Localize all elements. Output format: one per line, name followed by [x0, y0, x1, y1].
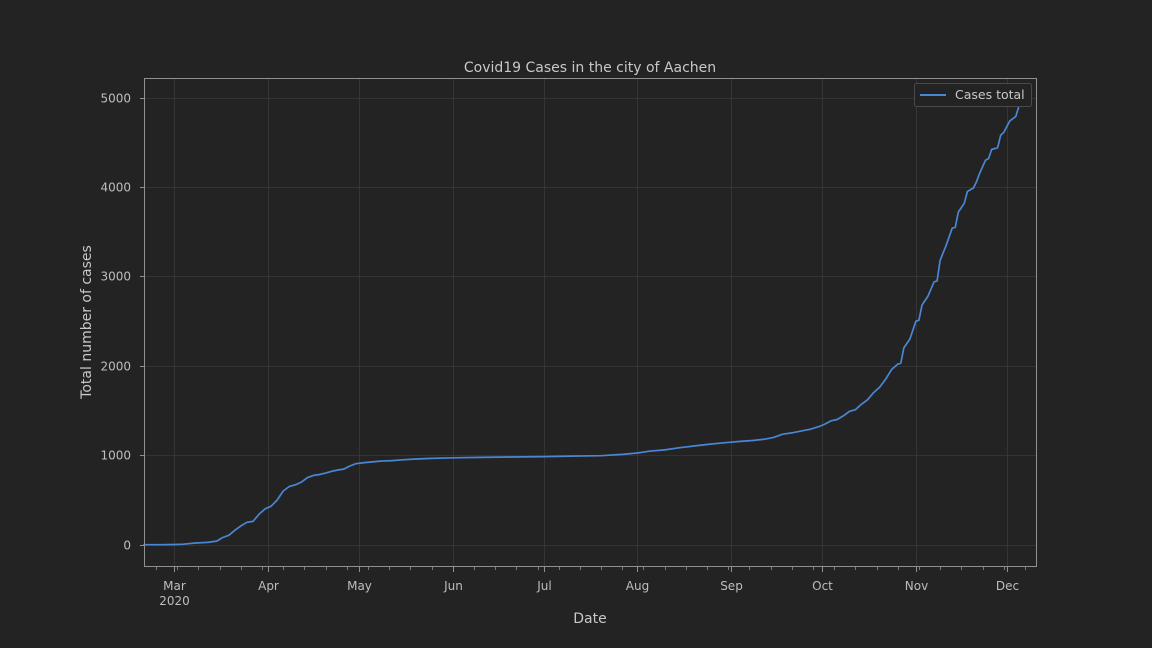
x-tick-label-jul: Jul — [536, 579, 551, 593]
x-tick-label-may: May — [347, 579, 372, 593]
x-tick-label-mar: Mar — [163, 579, 186, 593]
x-tick-sublabel-mar: 2020 — [159, 594, 190, 608]
x-axis-label: Date — [573, 611, 606, 627]
y-tick-label-2000: 2000 — [100, 360, 131, 374]
x-tick-label-jun: Jun — [443, 579, 463, 593]
y-tick-label-1000: 1000 — [100, 449, 131, 463]
y-tick-label-0: 0 — [123, 539, 131, 553]
y-tick-label-5000: 5000 — [100, 92, 131, 106]
y-tick-label-3000: 3000 — [100, 270, 131, 284]
x-tick-label-dec: Dec — [996, 579, 1019, 593]
plot-frame — [144, 78, 1037, 567]
legend-label-cases-total: Cases total — [955, 87, 1025, 102]
y-tick-label-4000: 4000 — [100, 181, 131, 195]
series-layer — [143, 92, 1032, 546]
grid — [144, 78, 1037, 567]
x-tick-label-apr: Apr — [258, 579, 279, 593]
x-tick-label-nov: Nov — [905, 579, 928, 593]
x-tick-label-aug: Aug — [626, 579, 649, 593]
x-tick-label-oct: Oct — [812, 579, 833, 593]
y-axis-label: Total number of cases — [79, 245, 95, 400]
x-tick-label-sep: Sep — [720, 579, 743, 593]
legend: Cases total — [914, 83, 1032, 107]
legend-box — [914, 83, 1032, 107]
series-line-cases-total — [143, 92, 1032, 546]
chart-title: Covid19 Cases in the city of Aachen — [464, 60, 716, 76]
